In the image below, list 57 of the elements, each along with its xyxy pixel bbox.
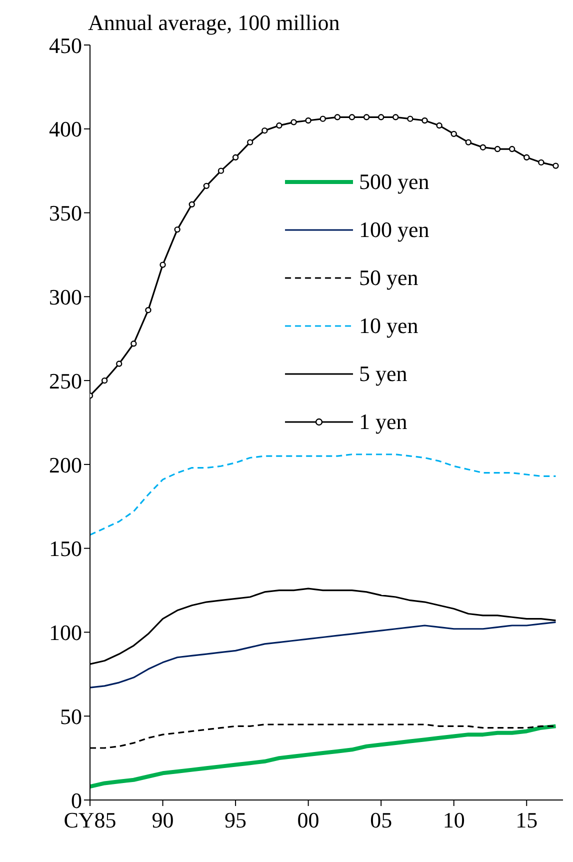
x-tick-label: 90 [152, 808, 174, 833]
point [465, 139, 472, 146]
point [188, 201, 195, 208]
y-tick-label: 350 [49, 200, 82, 226]
y-tick-label: 50 [60, 704, 82, 729]
point [538, 159, 544, 166]
y-tick-label: 200 [49, 452, 82, 478]
point [508, 146, 516, 152]
point [524, 154, 530, 161]
y-tick-label: 300 [49, 284, 82, 310]
y-tick-label: 100 [49, 620, 82, 646]
point [262, 127, 268, 134]
y-tick-label: 400 [49, 116, 82, 142]
legend-label: 50 yen [359, 265, 418, 291]
point [320, 116, 326, 122]
point [203, 182, 210, 190]
point [174, 226, 180, 233]
line-series [90, 621, 557, 688]
point [290, 119, 297, 126]
point [276, 122, 282, 129]
point [552, 162, 559, 169]
point [450, 130, 457, 138]
point [334, 114, 341, 120]
x-tick-label: 95 [224, 808, 247, 833]
point [101, 377, 108, 384]
y-tick-label: 250 [49, 368, 82, 394]
point [160, 262, 166, 268]
point [246, 139, 254, 146]
point [378, 114, 384, 120]
point [218, 168, 224, 174]
legend-label: 100 yen [359, 217, 430, 243]
point [116, 360, 122, 367]
line-series [90, 724, 558, 789]
legend-label: 1 yen [359, 409, 408, 435]
x-tick-label: 00 [297, 808, 320, 833]
point [348, 114, 356, 120]
point [422, 117, 428, 124]
x-tick-label: 10 [442, 808, 465, 833]
point [145, 306, 152, 314]
point [130, 340, 137, 347]
chart-title: Annual average, 100 million [88, 10, 340, 36]
y-tick-label: 150 [49, 536, 82, 562]
x-tick-label: 05 [370, 808, 392, 833]
legend-label: 10 yen [359, 313, 418, 339]
point [436, 122, 442, 129]
point [363, 114, 370, 120]
point [392, 114, 399, 120]
point [232, 154, 239, 161]
line-series [90, 454, 557, 536]
point [480, 144, 486, 150]
legend-label: 500 yen [359, 169, 430, 195]
y-tick-label: 450 [49, 32, 82, 58]
legend-label: 5 yen [359, 361, 408, 387]
x-tick-label: 15 [516, 808, 538, 833]
point [407, 116, 414, 122]
point [494, 146, 501, 152]
point [305, 117, 312, 124]
